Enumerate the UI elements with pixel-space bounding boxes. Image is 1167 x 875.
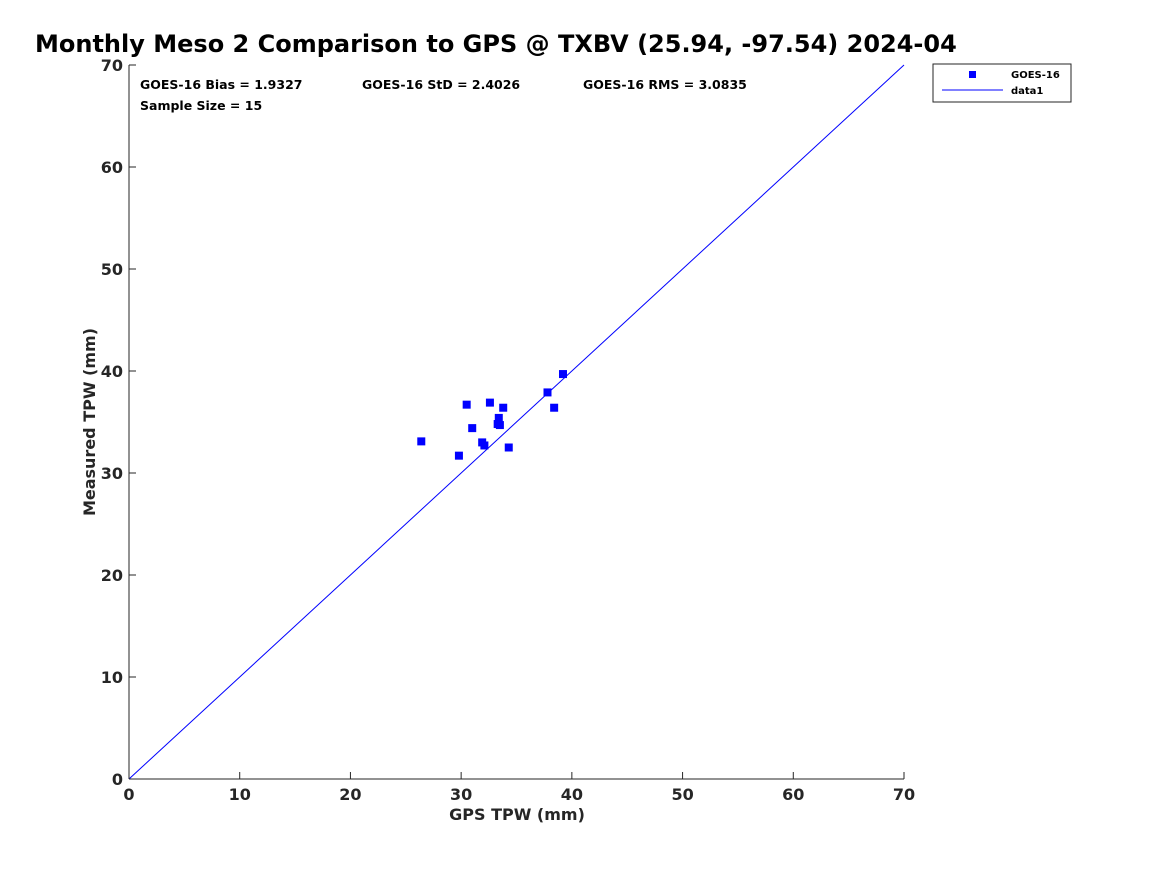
y-tick-label: 60	[101, 158, 123, 177]
scatter-point	[462, 400, 471, 409]
legend-label-goes16: GOES-16	[1011, 70, 1060, 81]
x-axis-label: GPS TPW (mm)	[449, 805, 585, 824]
scatter-point	[454, 451, 463, 460]
scatter-point	[499, 403, 508, 412]
bias-stat: GOES-16 Bias = 1.9327	[140, 77, 302, 92]
y-tick-label: 30	[101, 464, 123, 483]
x-tick-label: 0	[123, 785, 134, 804]
legend-box	[932, 63, 1072, 103]
y-axis-label: Measured TPW (mm)	[80, 328, 99, 516]
scatter-point	[495, 421, 504, 430]
x-tick-label: 50	[671, 785, 693, 804]
y-tick-label: 70	[101, 56, 123, 75]
series-line-data1	[128, 64, 905, 780]
y-tick-label: 40	[101, 362, 123, 381]
y-tick-label: 50	[101, 260, 123, 279]
y-axis: 0 10 20 30 40 50 60 70	[101, 56, 136, 789]
scatter-point	[494, 413, 503, 422]
x-tick-label: 10	[229, 785, 251, 804]
y-tick-label: 0	[112, 770, 123, 789]
scatter-point	[480, 441, 489, 450]
scatter-point	[559, 370, 567, 379]
x-tick-label: 30	[450, 785, 472, 804]
legend: GOES-16 data1	[932, 63, 1072, 103]
x-tick-label: 20	[339, 785, 361, 804]
x-axis: 0 10 20 30 40 50 60 70	[123, 772, 915, 804]
rms-stat: GOES-16 RMS = 3.0835	[583, 77, 747, 92]
chart-title: Monthly Meso 2 Comparison to GPS @ TXBV …	[35, 30, 957, 58]
scatter-point	[468, 424, 477, 433]
y-tick-label: 20	[101, 566, 123, 585]
scatter-point	[504, 443, 513, 452]
scatter-point	[417, 437, 426, 446]
sample-size-stat: Sample Size = 15	[140, 98, 262, 113]
legend-marker-goes16	[969, 71, 976, 78]
y-tick-label: 10	[101, 668, 123, 687]
scatter-point	[485, 398, 494, 407]
scatter-point	[550, 403, 559, 412]
x-tick-label: 40	[561, 785, 583, 804]
scatter-point	[543, 388, 552, 397]
legend-label-data1: data1	[1011, 86, 1043, 97]
x-tick-label: 70	[893, 785, 915, 804]
plot-area	[128, 64, 905, 780]
x-tick-label: 60	[782, 785, 804, 804]
std-stat: GOES-16 StD = 2.4026	[362, 77, 520, 92]
